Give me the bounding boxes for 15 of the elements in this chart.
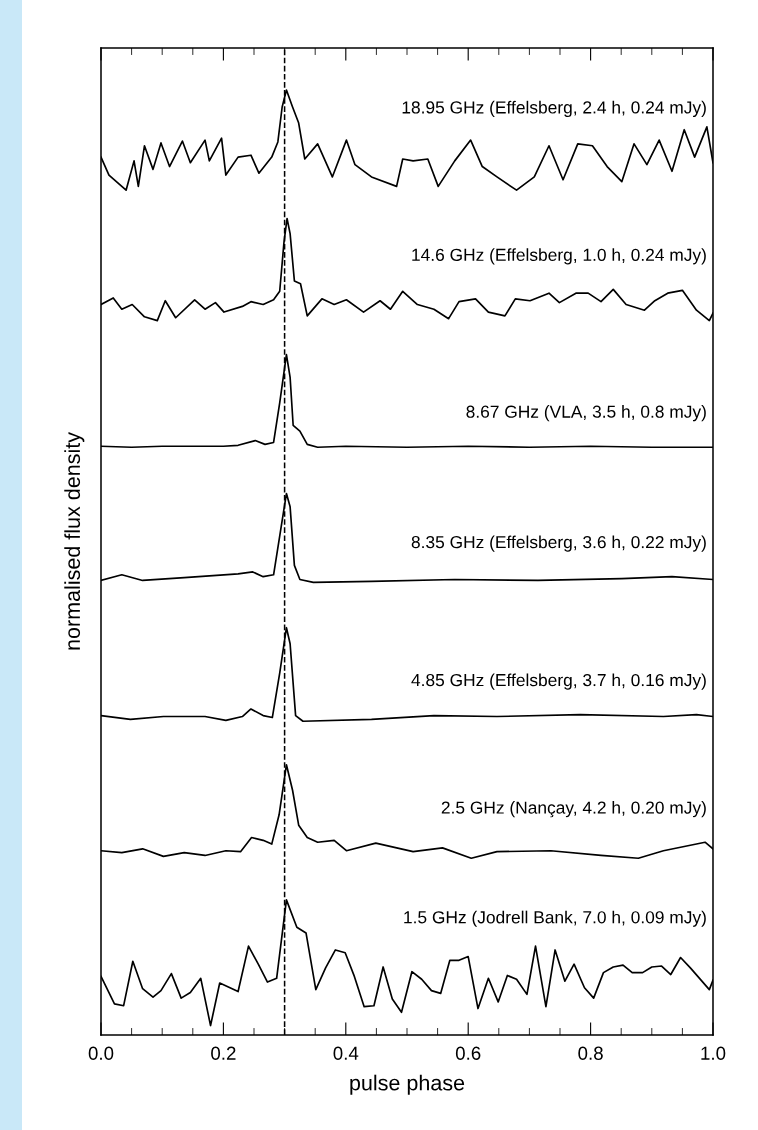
series-label: 18.95 GHz (Effelsberg, 2.4 h, 0.24 mJy): [402, 100, 706, 117]
x-tick-label: 0.6: [455, 1046, 481, 1060]
series-label: 8.67 GHz (VLA, 3.5 h, 0.8 mJy): [466, 405, 706, 422]
series-label: 8.35 GHz (Effelsberg, 3.6 h, 0.22 mJy): [411, 535, 706, 552]
x-tick-label: 0.4: [333, 1046, 359, 1060]
x-tick-label: 1.0: [701, 1046, 726, 1060]
series-label: 14.6 GHz (Effelsberg, 1.0 h, 0.24 mJy): [412, 248, 706, 265]
series-label: 2.5 GHz (Nançay, 4.2 h, 0.20 mJy): [441, 801, 706, 818]
y-axis-title: normalised flux density: [64, 432, 85, 650]
x-tick-label: 0.0: [88, 1046, 114, 1060]
x-tick-label: 0.2: [211, 1046, 236, 1060]
x-axis-title: pulse phase: [350, 1074, 465, 1095]
x-tick-label: 0.8: [578, 1046, 603, 1060]
series-label: 1.5 GHz (Jodrell Bank, 7.0 h, 0.09 mJy): [404, 910, 706, 927]
series-label: 4.85 GHz (Effelsberg, 3.7 h, 0.16 mJy): [411, 673, 706, 690]
